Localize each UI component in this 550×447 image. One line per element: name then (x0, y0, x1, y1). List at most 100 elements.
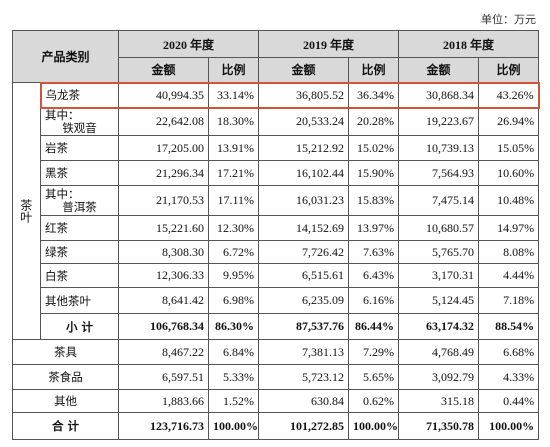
cell: 10,680.57 (398, 215, 480, 241)
cell: 22,642.08 (118, 107, 210, 136)
table-row: 其他茶叶 8,641.42 6.98% 6,235.09 6.16% 5,124.45 7.… (13, 287, 540, 314)
row-label: 白茶 (39, 263, 120, 288)
cell: 87,537.76 (258, 313, 350, 340)
cell: 7,726.42 (258, 240, 350, 264)
cell: 15.05% (478, 135, 540, 161)
table-row: 小 计 106,768.34 86.30% 87,537.76 86.44% 63,174… (13, 313, 540, 340)
row-label: 黑茶 (39, 160, 120, 186)
cell: 40,994.35 (118, 81, 210, 109)
cell: 12,306.33 (118, 263, 210, 288)
table-row: 绿茶 8,308.30 6.72% 7,726.42 7.63% 5,765.70 8.08… (13, 240, 540, 264)
cell: 21,296.34 (118, 160, 210, 186)
row-label: 乌龙茶 (39, 81, 120, 109)
cell: 7,381.13 (258, 339, 350, 365)
cell: 13.97% (348, 215, 400, 241)
row-label-text: 普洱茶 (62, 199, 97, 214)
header-column: 金额 (258, 57, 350, 83)
cell: 36,805.52 (258, 81, 350, 109)
table-row: 茶叶 乌龙茶 40,994.35 33.14% 36,805.52 36.34% 30,86… (12, 81, 540, 340)
cell: 13.91% (208, 135, 260, 161)
row-label: 茶具 (11, 339, 120, 365)
row-label: 其中： 普洱茶 (39, 185, 120, 216)
table-row: 茶具 8,467.22 6.84% 7,381.13 7.29% 4,768.49 6.68… (11, 339, 540, 365)
cell: 8,308.30 (118, 240, 210, 264)
row-label: 茶食品 (11, 364, 120, 390)
cell: 6.43% (348, 263, 400, 288)
header-category: 产品类别 (11, 30, 120, 83)
cell: 3,170.31 (398, 263, 480, 288)
cell: 8.08% (478, 240, 540, 264)
cell: 7,475.14 (398, 185, 480, 216)
row-label-prefix: 其中： (45, 107, 80, 122)
table-row: 茶食品 6,597.51 5.33% 5,723.12 5.65% 3,092.79 4.3… (11, 364, 540, 390)
cell: 10.60% (478, 160, 540, 186)
group-label: 茶叶 (12, 82, 41, 340)
cell: 19,223.67 (398, 107, 480, 136)
cell: 6,597.51 (118, 364, 210, 390)
row-label: 其他 (11, 389, 120, 413)
table-row: 其中： 普洱茶 21,170.53 17.11% 16,031.23 15.83% 7,47… (13, 185, 540, 216)
cell: 10.48% (478, 185, 540, 216)
cell: 7,564.93 (398, 160, 480, 186)
cell: 7.29% (348, 339, 400, 365)
cell: 100.00% (208, 412, 260, 440)
cell: 18.30% (208, 107, 260, 136)
table-row: 其他 1,883.66 1.52% 630.84 0.62% 315.18 0.44% (11, 389, 540, 413)
cell: 3,092.79 (398, 364, 480, 390)
cell: 4,768.49 (398, 339, 480, 365)
cell: 7.18% (478, 287, 540, 314)
cell: 12.30% (208, 215, 260, 241)
cell: 33.14% (208, 81, 260, 109)
cell: 6.72% (208, 240, 260, 264)
cell: 8,641.42 (118, 287, 210, 314)
header-column: 金额 (398, 57, 480, 83)
cell: 17.11% (208, 185, 260, 216)
cell: 88.54% (478, 313, 540, 340)
cell: 15,221.60 (118, 215, 210, 241)
cell: 9.95% (208, 263, 260, 288)
cell: 71,350.78 (398, 412, 480, 440)
cell: 100.00% (348, 412, 400, 440)
cell: 0.62% (348, 389, 400, 413)
cell: 63,174.32 (398, 313, 480, 340)
cell: 5,765.70 (398, 240, 480, 264)
cell: 5.65% (348, 364, 400, 390)
cell: 26.94% (478, 107, 540, 136)
row-label-prefix: 其中： (45, 186, 80, 201)
cell: 6.68% (478, 339, 540, 365)
cell: 10,739.13 (398, 135, 480, 161)
header-row: 金额 比例 金额 比例 金额 比例 (13, 57, 540, 83)
cell: 6.16% (348, 287, 400, 314)
table-row: 黑茶 21,296.34 17.21% 16,102.44 15.90% 7,564.93… (13, 160, 540, 186)
cell: 86.44% (348, 313, 400, 340)
cell: 4.44% (478, 263, 540, 288)
cell: 100.00% (478, 412, 540, 440)
cell: 123,716.73 (118, 412, 210, 440)
row-label: 小 计 (39, 313, 120, 340)
table: 产品类别 2020 年度 2019 年度 2018 年度 金额 比例 金额 比例 金额 比例 茶叶乌… (11, 30, 540, 440)
table-row: 岩茶 17,205.00 13.91% 15,212.92 15.02% 10,739.1… (13, 135, 540, 161)
cell: 16,031.23 (258, 185, 350, 216)
cell: 315.18 (398, 389, 480, 413)
cell: 15.83% (348, 185, 400, 216)
header-row: 产品类别 2020 年度 2019 年度 2018 年度 (11, 30, 540, 83)
cell: 43.26% (478, 81, 540, 109)
header-column: 比例 (208, 57, 260, 83)
row-label: 绿茶 (39, 240, 120, 264)
row-label-text: 铁观音 (62, 120, 97, 135)
cell: 15.02% (348, 135, 400, 161)
cell: 630.84 (258, 389, 350, 413)
header-year: 2018 年度 (398, 30, 540, 58)
cell: 1.52% (208, 389, 260, 413)
row-label: 岩茶 (39, 135, 120, 161)
cell: 16,102.44 (258, 160, 350, 186)
cell: 6,515.61 (258, 263, 350, 288)
row-label: 其中： 铁观音 (39, 107, 120, 136)
cell: 20.28% (348, 107, 400, 136)
cell: 1,883.66 (118, 389, 210, 413)
cell: 86.30% (208, 313, 260, 340)
cell: 5,723.12 (258, 364, 350, 390)
header-column: 比例 (478, 57, 540, 83)
cell: 14.97% (478, 215, 540, 241)
